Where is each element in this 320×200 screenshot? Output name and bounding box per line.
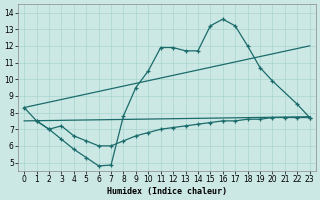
X-axis label: Humidex (Indice chaleur): Humidex (Indice chaleur) xyxy=(107,187,227,196)
